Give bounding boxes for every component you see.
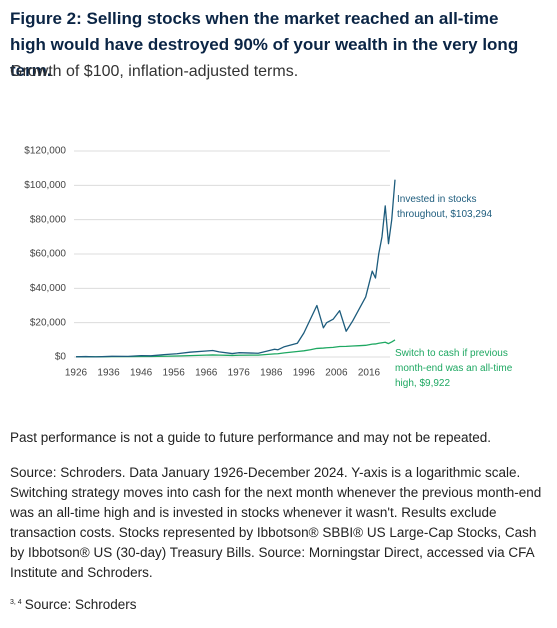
- y-tick-label: $120,000: [24, 146, 66, 157]
- chart-title: Figure 2: Selling stocks when the market…: [10, 9, 519, 80]
- y-tick-label: $0: [55, 352, 67, 363]
- annotation: Invested in stocks throughout, $103,294: [397, 194, 493, 220]
- y-tick-label: $60,000: [30, 249, 67, 260]
- disclaimer: Past performance is not a guide to futur…: [10, 430, 492, 445]
- x-tick-label: 1966: [195, 368, 218, 379]
- footnote-text: Source: Schroders: [24, 597, 137, 612]
- chart: $0 $20,000 $40,000 $60,000 $80,000 $100,000 $1…: [24, 146, 513, 389]
- x-tick-label: 1986: [260, 368, 283, 379]
- series-line: [75, 339, 396, 358]
- source-note: Source: Schroders. Data January 1926-Dec…: [10, 465, 542, 580]
- annotation: Switch to cash if previous month-end was…: [395, 348, 513, 389]
- series-line: [75, 179, 396, 358]
- x-tick-label: 2016: [358, 368, 381, 379]
- x-tick-label: 1976: [228, 368, 251, 379]
- x-tick-label: 2006: [325, 368, 348, 379]
- y-tick-label: $80,000: [30, 214, 67, 225]
- x-tick-label: 1956: [163, 368, 186, 379]
- y-tick-label: $40,000: [30, 283, 67, 294]
- y-tick-label: $20,000: [30, 317, 67, 328]
- annotation-text: Switch to cash if previous month-end was…: [395, 348, 513, 389]
- annotation-text: Invested in stocks throughout, $103,294: [397, 194, 493, 220]
- x-tick-label: 1996: [293, 368, 316, 379]
- x-tick-label: 1926: [65, 368, 88, 379]
- chart-subtitle: Growth of $100, inflation-adjusted terms…: [10, 63, 299, 80]
- x-tick-label: 1946: [130, 368, 153, 379]
- footnote: 3, 4 Source: Schroders: [10, 597, 137, 612]
- y-tick-label: $100,000: [24, 180, 66, 191]
- x-tick-label: 1936: [97, 368, 120, 379]
- footnote-marker: 3, 4: [10, 598, 22, 606]
